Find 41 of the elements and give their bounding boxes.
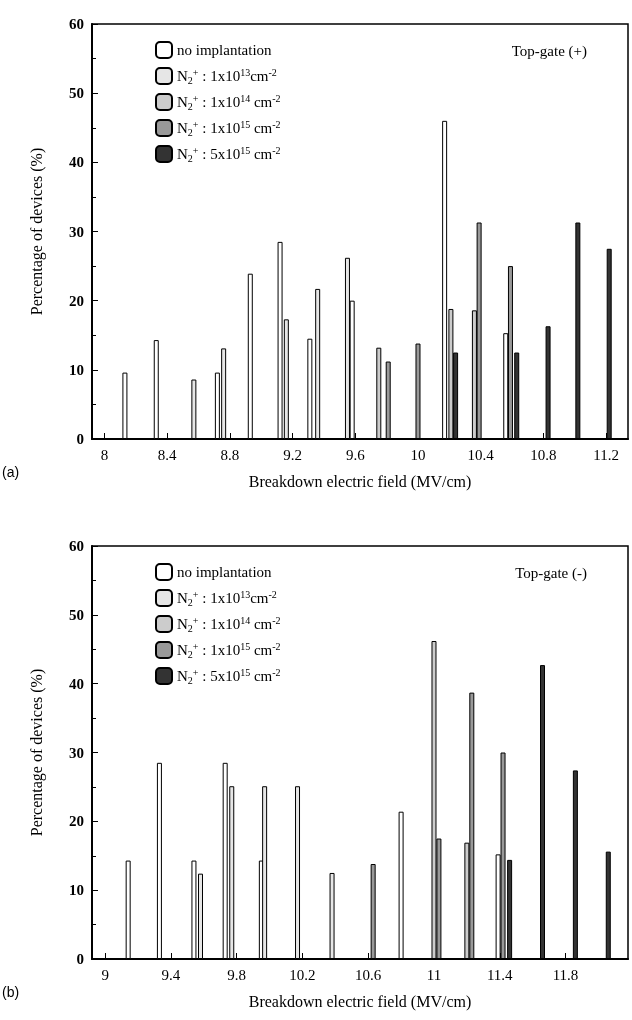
y-tick-label: 50 <box>69 606 84 623</box>
y-tick-label: 40 <box>69 675 84 692</box>
y-tick-label: 10 <box>69 882 84 899</box>
y-tick-label: 60 <box>69 16 84 32</box>
y-axis-title: Percentage of devices (%) <box>27 668 46 837</box>
y-tick-label: 40 <box>69 154 84 171</box>
y-tick-label: 50 <box>69 85 84 102</box>
x-tick-label: 11.8 <box>552 966 579 983</box>
y-tick-label: 30 <box>69 744 84 761</box>
x-tick-label: 9.2 <box>283 446 302 463</box>
x-tick-label: 11 <box>426 966 442 983</box>
legend-label: no implantation <box>177 564 273 580</box>
x-axis-title: Breakdown electric field (MV/cm) <box>248 472 472 491</box>
y-tick-label: 60 <box>69 538 84 554</box>
x-tick-label: 10.6 <box>355 966 382 983</box>
x-tick-label: 11.4 <box>486 966 514 983</box>
x-axis-title: Breakdown electric field (MV/cm) <box>248 992 472 1011</box>
x-tick-label: 10.4 <box>467 446 495 463</box>
x-tick-label: 9.8 <box>227 966 247 983</box>
x-tick-label: 11.2 <box>593 446 619 463</box>
y-axis-title: Percentage of devices (%) <box>27 147 46 316</box>
x-tick-label: 10.2 <box>289 966 316 983</box>
x-tick-label: 9 <box>101 966 109 983</box>
y-tick-label: 0 <box>76 951 84 967</box>
text: (b) <box>2 984 20 1000</box>
y-tick-label: 20 <box>69 292 84 309</box>
x-tick-label: 10.8 <box>530 446 557 463</box>
y-tick-label: 0 <box>76 431 84 447</box>
x-tick-label: 8.4 <box>157 446 178 463</box>
x-tick-label: 9.4 <box>161 966 181 983</box>
x-tick-label: 8.8 <box>220 446 240 463</box>
y-tick-label: 10 <box>69 361 84 378</box>
x-tick-label: 10 <box>410 446 426 463</box>
y-tick-label: 20 <box>69 813 84 830</box>
text: Top-gate (-) <box>515 564 588 582</box>
text: (a) <box>2 464 20 480</box>
text: Top-gate (+) <box>511 42 587 60</box>
x-tick-label: 9.6 <box>345 446 366 463</box>
legend-label: no implantation <box>177 42 273 58</box>
x-tick-label: 8 <box>100 446 109 463</box>
y-tick-label: 30 <box>69 223 84 240</box>
